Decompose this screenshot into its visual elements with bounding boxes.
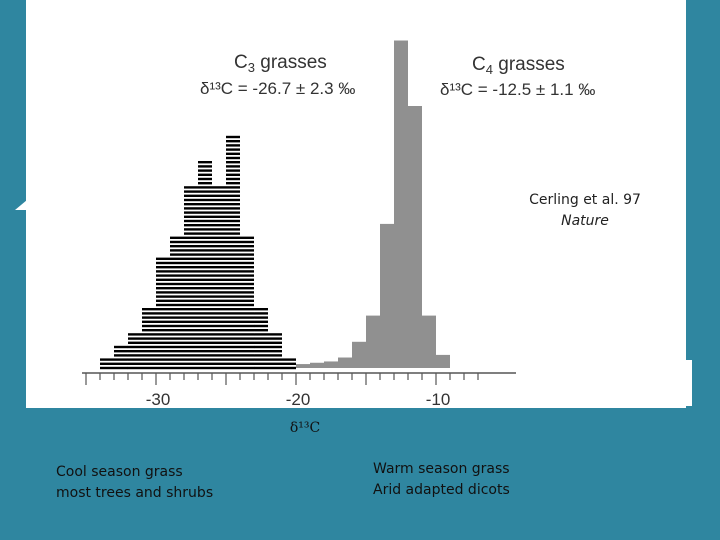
c3-bar [254, 308, 268, 370]
panel-notch [15, 200, 27, 210]
c3-histogram-bars [100, 135, 296, 370]
caption-c4-line2: Arid adapted dicots [373, 482, 510, 498]
citation-journal: Nature [561, 213, 609, 229]
c3-bar [114, 345, 128, 370]
c4-bar [352, 341, 366, 368]
x-tick-label: -10 [426, 390, 451, 409]
c3-series-label: C3 grasses [234, 52, 327, 75]
c4-bar [380, 223, 394, 368]
c4-bar [436, 354, 450, 368]
c3-bar [240, 236, 254, 370]
c3-bar [184, 186, 198, 370]
c4-bar [324, 361, 338, 368]
c4-stat-label: δ¹³C = -12.5 ± 1.1 ‰ [440, 80, 595, 99]
x-axis-tick-labels: -30 -20 -10 [146, 390, 451, 409]
c3-stat-label: δ¹³C = -26.7 ± 2.3 ‰ [200, 79, 355, 98]
panel-extension [686, 360, 692, 406]
c3-bar [156, 257, 170, 370]
c4-bar [394, 40, 408, 368]
c4-histogram-bars [296, 40, 450, 368]
c3-bar [212, 186, 226, 370]
caption-c3-line1: Cool season grass [56, 464, 183, 480]
c3-bar [198, 160, 212, 370]
c3-bar [170, 236, 184, 370]
c4-bar [338, 357, 352, 368]
c4-bar [366, 315, 380, 368]
caption-c4: Warm season grass Arid adapted dicots [373, 459, 510, 501]
c3-bar [282, 358, 296, 370]
x-tick-label: -20 [286, 390, 311, 409]
x-axis-ticks [85, 373, 479, 385]
x-tick-label: -30 [146, 390, 171, 409]
caption-c4-line1: Warm season grass [373, 461, 510, 477]
c4-series-label: C4 grasses [472, 54, 565, 77]
caption-c3-line2: most trees and shrubs [56, 485, 214, 501]
c4-bar [408, 106, 422, 368]
c3-bar [100, 358, 114, 370]
c3-bar [268, 333, 282, 370]
c3-bar [128, 333, 142, 370]
slide-panel [26, 0, 686, 408]
x-axis-title: δ¹³C [289, 420, 321, 436]
c3-bar [142, 308, 156, 370]
c3-bar [226, 135, 240, 370]
c4-bar [422, 315, 436, 368]
citation-author: Cerling et al. 97 [529, 192, 641, 208]
caption-c3: Cool season grass most trees and shrubs [56, 462, 213, 504]
c4-bar [310, 362, 324, 368]
c4-bar [296, 364, 310, 368]
